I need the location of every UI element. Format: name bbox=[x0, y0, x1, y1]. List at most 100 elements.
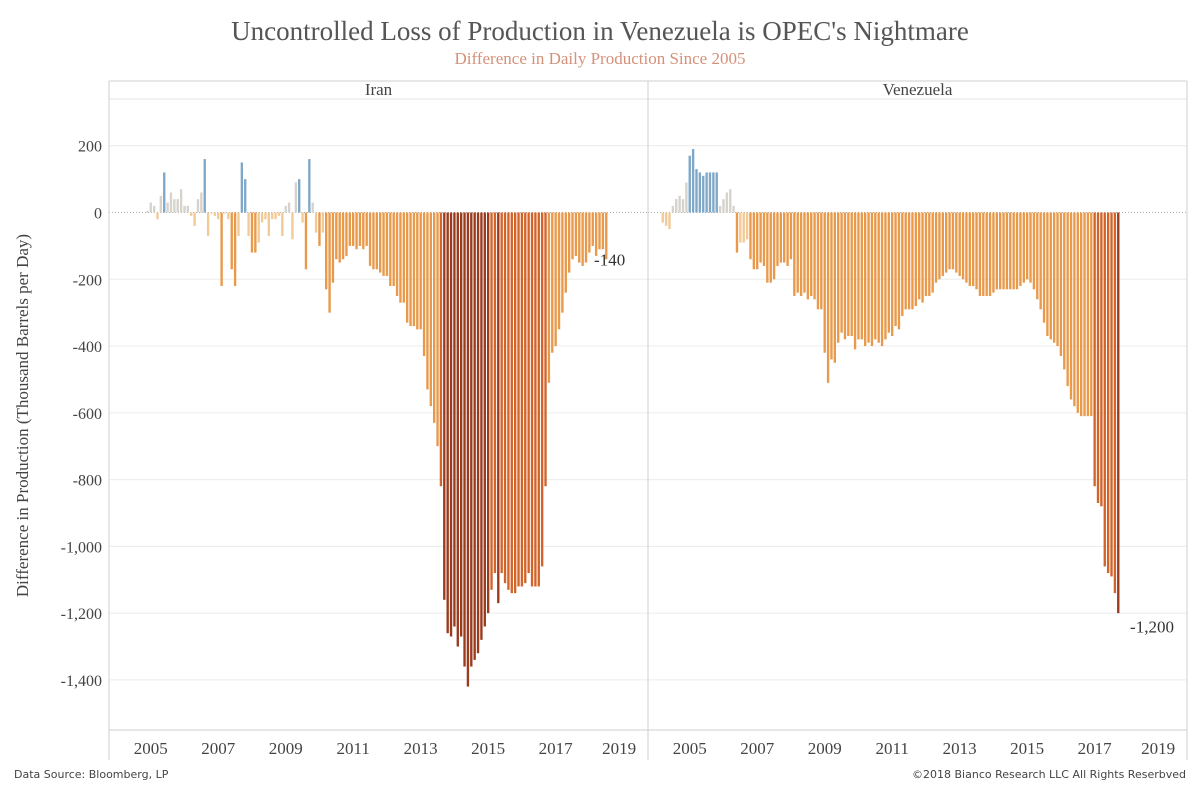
bar bbox=[520, 212, 524, 587]
bar bbox=[1012, 212, 1015, 290]
bar bbox=[806, 212, 810, 300]
x-tick-label: 2013 bbox=[943, 739, 977, 758]
bar bbox=[691, 149, 695, 213]
bar bbox=[671, 205, 675, 213]
bar bbox=[483, 212, 486, 627]
x-tick-label: 2017 bbox=[539, 739, 574, 758]
bar bbox=[176, 199, 179, 213]
bar bbox=[813, 212, 816, 300]
bar bbox=[402, 212, 405, 303]
bar bbox=[247, 212, 250, 236]
bar bbox=[968, 212, 971, 286]
bar bbox=[439, 212, 443, 487]
bar bbox=[392, 212, 395, 286]
bar bbox=[664, 212, 668, 226]
bar bbox=[503, 212, 507, 584]
bar bbox=[352, 212, 355, 246]
bars bbox=[146, 149, 1120, 687]
bar bbox=[244, 179, 247, 213]
bar bbox=[490, 212, 493, 590]
bar bbox=[729, 189, 732, 213]
bar bbox=[793, 212, 796, 296]
bar bbox=[601, 212, 605, 250]
bar bbox=[588, 212, 591, 253]
bar bbox=[314, 212, 318, 233]
bar bbox=[152, 205, 156, 213]
bar bbox=[365, 212, 368, 246]
bar bbox=[517, 212, 520, 587]
bar bbox=[1110, 212, 1113, 577]
bar bbox=[796, 212, 799, 293]
y-tick-label: -400 bbox=[73, 339, 102, 356]
bar bbox=[951, 212, 955, 270]
bar bbox=[264, 212, 267, 220]
bar bbox=[971, 212, 975, 286]
bar bbox=[446, 212, 449, 634]
bar bbox=[233, 212, 237, 286]
bar bbox=[497, 212, 500, 604]
bar bbox=[554, 212, 557, 347]
bar bbox=[1039, 212, 1042, 310]
bar bbox=[958, 212, 961, 276]
bar bbox=[1073, 212, 1076, 407]
bar bbox=[661, 212, 664, 223]
bar bbox=[338, 212, 341, 263]
bar bbox=[887, 212, 891, 333]
bar bbox=[169, 192, 173, 213]
bar bbox=[527, 212, 530, 574]
end-value-label: -1,200 bbox=[1130, 618, 1174, 637]
bar bbox=[745, 212, 749, 240]
bar bbox=[874, 212, 877, 340]
copyright-note: ©2018 Bianco Research LLC All Rights Res… bbox=[912, 768, 1186, 781]
x-tick-label: 2019 bbox=[1141, 739, 1175, 758]
bar bbox=[907, 212, 911, 310]
bar bbox=[557, 212, 561, 330]
bar bbox=[217, 212, 220, 220]
bar bbox=[712, 172, 715, 213]
bar bbox=[311, 202, 314, 213]
bar bbox=[941, 212, 944, 276]
bar bbox=[816, 212, 820, 310]
bar bbox=[564, 212, 567, 293]
bar bbox=[399, 212, 402, 303]
bar bbox=[891, 212, 894, 337]
bar bbox=[1100, 212, 1103, 507]
x-tick-label: 2009 bbox=[808, 739, 842, 758]
bar bbox=[1056, 212, 1059, 347]
bar bbox=[331, 212, 335, 283]
bar bbox=[762, 212, 766, 266]
bar bbox=[786, 212, 789, 266]
bar bbox=[574, 212, 578, 256]
axis-labels: 200 0 -200 -400 -600 -800 -1,000 -1,200 -1,400 Di… bbox=[13, 80, 1175, 758]
bar bbox=[358, 212, 362, 246]
bar bbox=[688, 155, 691, 213]
bar bbox=[540, 212, 544, 567]
bar bbox=[702, 175, 705, 213]
bar bbox=[1029, 212, 1032, 283]
bar bbox=[544, 212, 547, 487]
bar bbox=[594, 212, 598, 256]
bar bbox=[732, 205, 735, 213]
bar bbox=[513, 212, 517, 594]
bar bbox=[159, 195, 163, 213]
bar bbox=[1063, 212, 1066, 370]
bar bbox=[1002, 212, 1005, 290]
bar bbox=[698, 172, 702, 213]
bar bbox=[466, 212, 470, 687]
bar bbox=[419, 212, 422, 330]
panel-header-venezuela: Venezuela bbox=[883, 80, 953, 99]
bar bbox=[166, 202, 169, 213]
bar bbox=[708, 172, 712, 213]
bar bbox=[463, 212, 466, 667]
bar bbox=[1117, 212, 1120, 614]
bar bbox=[426, 212, 429, 390]
bar bbox=[1079, 212, 1083, 417]
bar bbox=[860, 212, 864, 340]
bar bbox=[742, 212, 745, 243]
bar bbox=[591, 212, 594, 246]
bar bbox=[267, 212, 271, 236]
bar bbox=[254, 212, 257, 253]
bar bbox=[432, 212, 436, 423]
bar bbox=[965, 212, 968, 283]
bar bbox=[584, 212, 588, 263]
